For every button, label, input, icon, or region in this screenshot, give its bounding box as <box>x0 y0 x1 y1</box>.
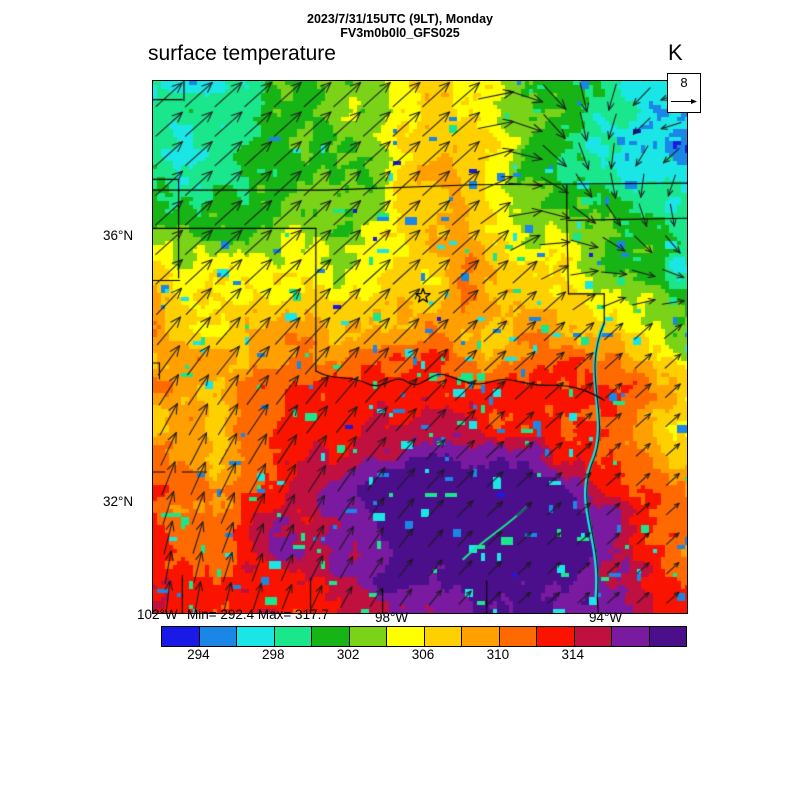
minmax-stats: Min= 292.4 Max= 317.7 <box>187 607 329 622</box>
lat-label-32N: 32°N <box>103 494 134 509</box>
reference-vector-legend: 8 <box>667 73 701 113</box>
colorbar-segment <box>612 627 650 646</box>
right-arrow-icon <box>671 99 697 104</box>
colorbar-segment <box>199 627 237 646</box>
colorbar-tick: 302 <box>336 647 360 662</box>
colorbar-segment <box>237 627 275 646</box>
colorbar-segment <box>274 627 312 646</box>
colorbar-segment <box>499 627 537 646</box>
units-label: K <box>668 40 683 65</box>
colorbar-tick: 310 <box>486 647 510 662</box>
colorbar-segment <box>537 627 575 646</box>
colorbar-tick: 314 <box>561 647 584 662</box>
colorbar-tick: 294 <box>187 647 210 662</box>
lat-label-36N: 36°N <box>103 228 134 243</box>
colorbar-segment <box>649 627 686 646</box>
figure-title-block: 2023/7/31/15UTC (9LT), Monday FV3m0b0l0_… <box>0 12 800 40</box>
colorbar-tick: 306 <box>411 647 435 662</box>
colorbar-tick: 298 <box>262 647 285 662</box>
colorbar-tick-labels: 294 298 302 306 310 314 <box>161 647 687 665</box>
lon-label-94W: 94°W <box>589 610 623 625</box>
reference-vector-value: 8 <box>680 75 688 90</box>
colorbar-segment <box>574 627 612 646</box>
colorbar <box>161 626 687 647</box>
variable-title: surface temperature <box>148 42 336 65</box>
colorbar-segment <box>162 627 200 646</box>
colorbar-segment <box>349 627 387 646</box>
map-panel[interactable] <box>152 80 688 614</box>
colorbar-segment <box>387 627 425 646</box>
lon-label-102W: 102°W <box>137 607 178 622</box>
colorbar-segment <box>312 627 350 646</box>
colorbar-segment <box>462 627 500 646</box>
lon-label-98W: 98°W <box>375 610 409 625</box>
wind-vectors-and-borders-overlay <box>153 81 687 613</box>
title-model: FV3m0b0l0_GFS025 <box>340 26 460 40</box>
title-datetime: 2023/7/31/15UTC (9LT), Monday <box>307 12 493 26</box>
colorbar-segment <box>424 627 462 646</box>
